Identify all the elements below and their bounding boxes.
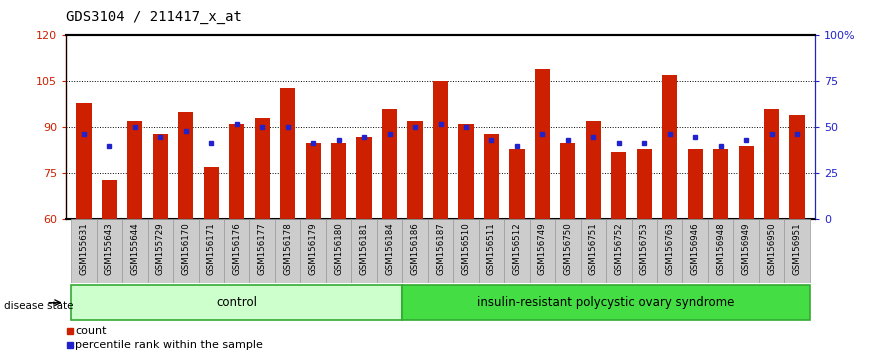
Bar: [204, 167, 218, 219]
Text: GSM156510: GSM156510: [462, 223, 470, 275]
Text: GSM156178: GSM156178: [283, 223, 292, 275]
Bar: [127, 121, 143, 219]
Bar: [352, 219, 377, 283]
Text: GSM155644: GSM155644: [130, 223, 139, 275]
Bar: [326, 219, 352, 283]
Bar: [453, 219, 478, 283]
Bar: [357, 137, 372, 219]
Text: GSM156749: GSM156749: [538, 223, 547, 275]
Text: control: control: [216, 296, 257, 309]
Text: GSM156179: GSM156179: [308, 223, 318, 275]
Bar: [71, 219, 97, 283]
Text: GSM156750: GSM156750: [563, 223, 573, 275]
Bar: [529, 219, 555, 283]
Bar: [300, 219, 326, 283]
Bar: [403, 285, 810, 320]
Bar: [759, 219, 784, 283]
Text: GSM156186: GSM156186: [411, 223, 419, 275]
Text: GSM156181: GSM156181: [359, 223, 368, 275]
Bar: [122, 219, 148, 283]
Text: insulin-resistant polycystic ovary syndrome: insulin-resistant polycystic ovary syndr…: [478, 296, 735, 309]
Text: GSM156512: GSM156512: [513, 223, 522, 275]
Bar: [382, 109, 397, 219]
Text: GSM156763: GSM156763: [665, 223, 674, 275]
Bar: [478, 219, 504, 283]
Bar: [784, 219, 810, 283]
Text: GSM156951: GSM156951: [793, 223, 802, 275]
Text: GSM156170: GSM156170: [181, 223, 190, 275]
Text: GDS3104 / 211417_x_at: GDS3104 / 211417_x_at: [66, 10, 242, 24]
Bar: [428, 219, 453, 283]
Bar: [535, 69, 550, 219]
Bar: [178, 112, 194, 219]
Bar: [407, 121, 423, 219]
Bar: [611, 152, 626, 219]
Text: GSM156753: GSM156753: [640, 223, 648, 275]
Bar: [683, 219, 708, 283]
Bar: [275, 219, 300, 283]
Bar: [560, 143, 575, 219]
Bar: [173, 219, 198, 283]
Text: GSM156948: GSM156948: [716, 223, 725, 275]
Bar: [71, 285, 403, 320]
Text: GSM155631: GSM155631: [79, 223, 88, 275]
Bar: [280, 87, 295, 219]
Bar: [581, 219, 606, 283]
Bar: [606, 219, 632, 283]
Bar: [555, 219, 581, 283]
Bar: [484, 133, 499, 219]
Bar: [403, 219, 428, 283]
Bar: [433, 81, 448, 219]
Bar: [733, 219, 759, 283]
Bar: [152, 133, 168, 219]
Bar: [687, 149, 703, 219]
Bar: [657, 219, 683, 283]
Bar: [458, 124, 474, 219]
Bar: [306, 143, 321, 219]
Bar: [148, 219, 173, 283]
Bar: [663, 75, 677, 219]
Text: GSM156751: GSM156751: [589, 223, 598, 275]
Text: GSM156950: GSM156950: [767, 223, 776, 275]
Bar: [789, 115, 804, 219]
Bar: [198, 219, 224, 283]
Bar: [77, 103, 92, 219]
Bar: [713, 149, 729, 219]
Bar: [224, 219, 249, 283]
Text: GSM156177: GSM156177: [258, 223, 267, 275]
Text: GSM156184: GSM156184: [385, 223, 394, 275]
Text: GSM156946: GSM156946: [691, 223, 700, 275]
Text: count: count: [76, 326, 107, 336]
Bar: [97, 219, 122, 283]
Text: GSM156511: GSM156511: [487, 223, 496, 275]
Bar: [249, 219, 275, 283]
Text: GSM156176: GSM156176: [233, 223, 241, 275]
Bar: [509, 149, 524, 219]
Text: GSM156187: GSM156187: [436, 223, 445, 275]
Text: GSM156171: GSM156171: [207, 223, 216, 275]
Bar: [229, 124, 244, 219]
Bar: [586, 121, 601, 219]
Text: disease state: disease state: [4, 301, 74, 311]
Bar: [331, 143, 346, 219]
Bar: [764, 109, 780, 219]
Bar: [708, 219, 733, 283]
Text: GSM156752: GSM156752: [614, 223, 623, 275]
Bar: [101, 179, 117, 219]
Text: GSM156949: GSM156949: [742, 223, 751, 275]
Text: GSM155729: GSM155729: [156, 223, 165, 275]
Bar: [738, 146, 754, 219]
Text: GSM155643: GSM155643: [105, 223, 114, 275]
Bar: [637, 149, 652, 219]
Text: GSM156180: GSM156180: [334, 223, 343, 275]
Bar: [504, 219, 529, 283]
Text: percentile rank within the sample: percentile rank within the sample: [76, 340, 263, 350]
Bar: [377, 219, 403, 283]
Bar: [255, 118, 270, 219]
Bar: [632, 219, 657, 283]
